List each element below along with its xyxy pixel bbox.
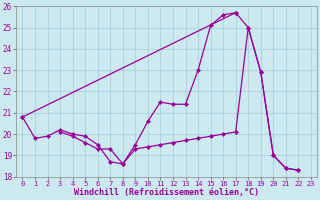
X-axis label: Windchill (Refroidissement éolien,°C): Windchill (Refroidissement éolien,°C)	[74, 188, 259, 197]
